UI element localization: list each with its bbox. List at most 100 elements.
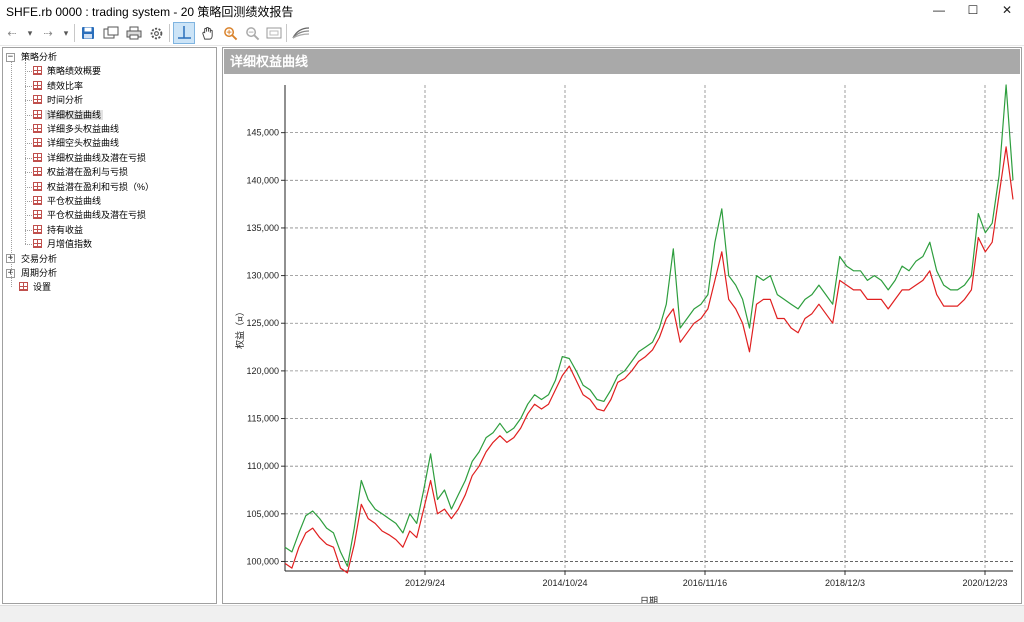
report-page-icon [33,95,42,105]
tree-item-1[interactable]: 绩效比率 [33,79,85,93]
tree-node-trade-analysis-expander-icon[interactable]: + [6,253,15,264]
tree-connector [25,172,32,174]
toolbar: ⇠ ▾ ⇢ ▾ [0,20,1024,46]
toolbar-separator [74,24,75,42]
tree-item-7-label: 权益潜在盈利与亏损 [47,167,129,178]
report-page-icon [33,109,42,119]
export-icon[interactable] [101,23,121,43]
tree-item-11-label: 持有收益 [47,224,84,235]
tree-item-4-label: 详细多头权益曲线 [47,124,120,134]
report-page-icon [33,80,42,90]
tree-item-12[interactable]: 月增值指数 [33,237,94,251]
tree-item-10-label: 平仓权益曲线及潜在亏损 [47,210,147,221]
tree-item-7[interactable]: 权益潜在盈利与亏损 [33,165,130,179]
tree-item-0-label: 策略绩效概要 [47,66,102,77]
zoom-in-icon[interactable] [220,23,240,43]
tree-connector [25,62,26,245]
equity-chart[interactable]: 100,000 105,000 110,000 115,000 120,000 125,0… [223,75,1021,603]
tree-item-3[interactable]: 详细权益曲线 [33,108,104,122]
report-page-icon [33,66,42,76]
y-tick-label: 140,000 [246,175,279,185]
tree-item-1-label: 绩效比率 [47,80,84,91]
toolbar-separator [169,24,170,42]
report-panel: 详细权益曲线 100,000 105,000 110,000 115,000 120,0… [222,47,1022,604]
tree-item-10[interactable]: 平仓权益曲线及潜在亏损 [33,208,148,222]
maximize-button[interactable]: ☐ [967,3,979,17]
back-dropdown-icon[interactable]: ▾ [27,27,33,38]
tree-node-period-analysis[interactable]: 周期分析 [19,266,59,280]
series-line-1 [284,146,1014,574]
y-tick-label: 130,000 [246,271,279,281]
x-tick-label: 2012/9/24 [405,578,445,588]
crosshair-icon[interactable] [173,22,195,44]
report-tree: − 策略分析策略绩效概要 绩效比率时间分析详细权益曲线详细多头权益曲线 详细空头权益曲… [2,47,217,604]
report-page-icon [33,224,42,234]
tree-item-9[interactable]: 平仓权益曲线 [33,194,103,208]
plot-area [285,85,1013,571]
minimize-button[interactable]: — [933,3,945,17]
tree-item-11[interactable]: 持有收益 [33,223,85,237]
tree-node-period-analysis-expander-icon[interactable]: + [6,267,15,278]
tree-item-6-label: 详细权益曲线及潜在亏损 [47,152,147,163]
tree-node-strategy-analysis[interactable]: 策略分析 [19,50,59,64]
settings-gear-icon[interactable] [146,23,166,43]
tree-connector [25,114,32,116]
y-tick-label: 110,000 [247,461,279,471]
tree-node-strategy-analysis-label: 策略分析 [21,52,58,62]
close-button[interactable]: ✕ [1001,3,1013,17]
tree-node-strategy-analysis-expander-icon[interactable]: − [6,51,15,62]
tree-item-9-label: 平仓权益曲线 [47,196,102,206]
window-title: SHFE.rb 0000 : trading system - 20 策略回测绩… [6,5,294,19]
tree-item-2-label: 时间分析 [47,95,84,106]
tree-node-settings[interactable]: 设置 [19,280,53,294]
back-button[interactable]: ⇠ [7,27,17,40]
report-page-icon [33,152,42,162]
print-icon[interactable] [124,23,144,43]
chart-style-icon[interactable] [290,23,312,43]
tree-connector [25,129,32,130]
report-page-icon [33,124,42,133]
panel-title: 详细权益曲线 [224,49,1020,74]
tree-connector [25,215,32,217]
tree-item-8[interactable]: 权益潜在盈利和亏损（%） [33,180,156,194]
y-axis-label: 权益（¤） [234,307,246,349]
y-tick-label: 100,000 [246,556,279,566]
tree-item-6[interactable]: 详细权益曲线及潜在亏损 [33,151,148,165]
tree-connector [25,100,32,102]
tree-connector [25,85,32,87]
y-tick-label: 125,000 [246,318,279,328]
x-tick-label: 2016/11/16 [683,578,727,588]
tree-connector [25,201,32,202]
y-tick-label: 120,000 [246,366,279,376]
y-tick-label: 115,000 [247,414,279,424]
report-page-icon [33,181,42,191]
tree-connector [25,71,32,73]
tree-node-trade-analysis[interactable]: 交易分析 [19,252,59,266]
hand-pan-icon[interactable] [197,23,217,43]
tree-item-5[interactable]: 详细空头权益曲线 [33,136,121,150]
tree-item-3-label: 详细权益曲线 [45,109,104,120]
x-tick-label: 2020/12/23 [962,578,1007,588]
report-page-icon [19,282,28,292]
tree-connector [25,186,32,188]
tree-node-period-analysis-label: 周期分析 [21,268,58,278]
zoom-out-icon[interactable] [242,23,262,43]
tree-connector [25,229,32,231]
tree-item-2[interactable]: 时间分析 [33,93,85,107]
tree-connector [11,62,12,288]
report-page-icon [33,239,42,249]
y-tick-label: 135,000 [246,223,279,233]
forward-button[interactable]: ⇢ [43,27,53,40]
tree-item-4[interactable]: 详细多头权益曲线 [33,122,121,136]
forward-dropdown-icon[interactable]: ▾ [63,27,69,38]
save-icon[interactable] [78,23,98,43]
zoom-reset-icon[interactable] [264,23,284,43]
x-tick-label: 2014/10/24 [542,578,587,588]
y-tick-label: 105,000 [246,509,279,519]
tree-node-trade-analysis-label: 交易分析 [21,253,58,264]
tree-item-0[interactable]: 策略绩效概要 [33,64,103,78]
tree-item-5-label: 详细空头权益曲线 [47,138,120,149]
report-page-icon [33,167,42,177]
tree-item-8-label: 权益潜在盈利和亏损（%） [47,181,155,192]
x-axis-label: 日期 [640,596,658,603]
